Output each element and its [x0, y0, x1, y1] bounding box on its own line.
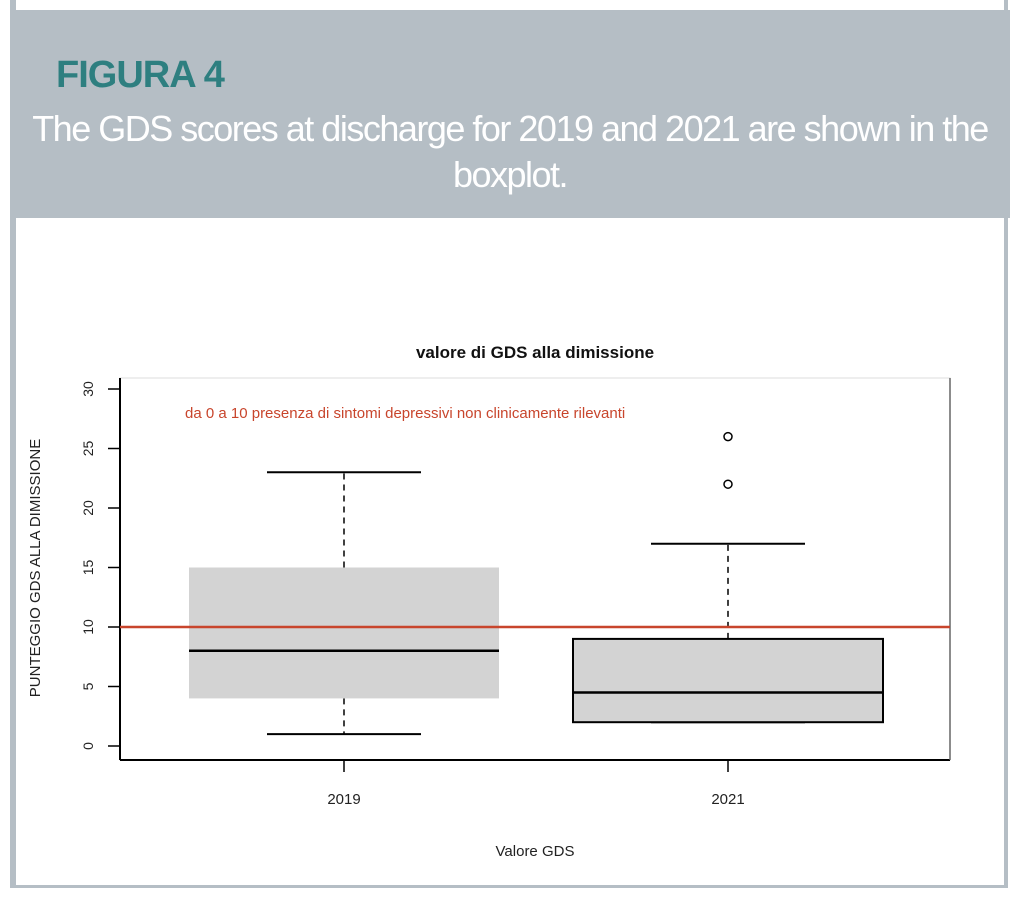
y-tick-label: 0	[80, 742, 96, 750]
chart-title: valore di GDS alla dimissione	[416, 343, 654, 362]
figure-frame	[10, 0, 1008, 888]
figure-header: FIGURA 4 The GDS scores at discharge for…	[10, 10, 1010, 218]
figure-caption: The GDS scores at discharge for 2019 and…	[32, 108, 989, 195]
y-tick-label: 5	[80, 682, 96, 690]
y-tick-label: 10	[80, 619, 96, 635]
box-2019	[189, 567, 499, 699]
y-tick-label: 30	[80, 381, 96, 397]
outlier-point	[723, 479, 733, 489]
y-axis-label: PUNTEGGIO GDS ALLA DIMISSIONE	[27, 439, 44, 697]
reference-line-label: da 0 a 10 presenza di sintomi depressivi…	[185, 405, 625, 422]
x-tick-label: 2021	[711, 791, 744, 808]
y-tick-label: 15	[80, 560, 96, 576]
outlier-point	[723, 431, 733, 442]
x-axis-label: Valore GDS	[496, 843, 575, 860]
y-tick-label: 25	[80, 441, 96, 457]
y-tick-label: 20	[80, 500, 96, 516]
x-tick-label: 2019	[327, 791, 360, 808]
figure-label: FIGURA 4	[56, 54, 225, 96]
box-2021	[572, 637, 884, 724]
